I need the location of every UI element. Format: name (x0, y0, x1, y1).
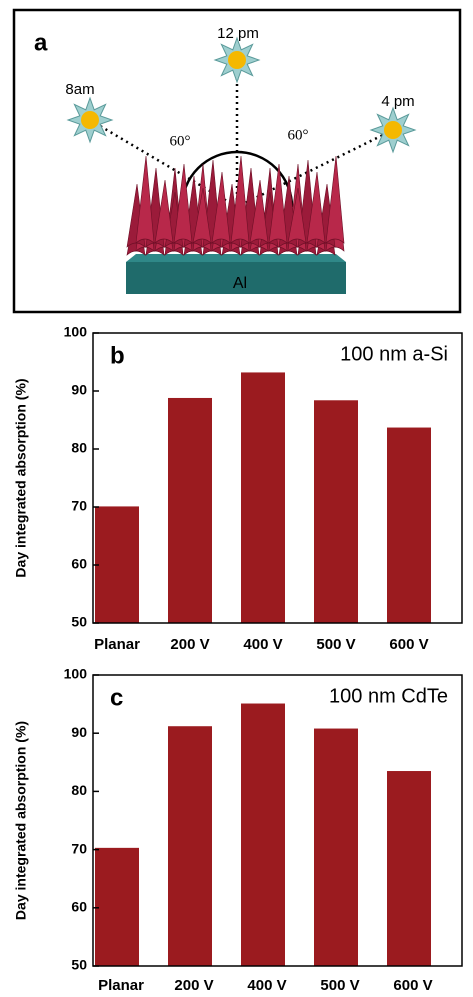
panel-label: c (110, 684, 123, 711)
spike (154, 179, 174, 244)
y-axis-label: Day integrated absorption (%) (13, 721, 29, 920)
spike (268, 163, 288, 244)
angle-arc (180, 150, 294, 208)
x-tick-label: Planar (94, 636, 140, 653)
bar (314, 728, 358, 966)
x-tick-label: 600 V (393, 977, 432, 994)
y-tick-label: 60 (71, 556, 87, 572)
spike (325, 155, 345, 244)
angle-label: 60° (170, 133, 191, 149)
x-tick-label: 200 V (170, 636, 209, 653)
spike (211, 171, 231, 244)
x-tick-label: 200 V (174, 977, 213, 994)
bar (314, 400, 358, 623)
y-tick-label: 60 (71, 899, 87, 915)
x-tick-label: 400 V (243, 636, 282, 653)
y-tick-label: 80 (71, 440, 87, 456)
substrate (126, 262, 346, 294)
y-tick-label: 90 (71, 382, 87, 398)
sun-core (228, 51, 246, 69)
bar (168, 726, 212, 966)
bar (241, 372, 285, 623)
sun-core (384, 121, 402, 139)
x-tick-label: 600 V (389, 636, 428, 653)
bar (387, 427, 431, 623)
spike (249, 179, 269, 244)
angle-label: 60° (288, 127, 309, 143)
spike (192, 187, 212, 244)
y-tick-label: 100 (64, 666, 88, 682)
panel-label: b (110, 342, 125, 369)
y-tick-label: 100 (64, 324, 88, 340)
x-tick-label: Planar (98, 977, 144, 994)
y-axis-label: Day integrated absorption (%) (13, 378, 29, 577)
ray (89, 118, 238, 209)
sun-core (81, 111, 99, 129)
spike (306, 171, 326, 244)
y-tick-label: 50 (71, 614, 87, 630)
y-tick-label: 50 (71, 957, 87, 973)
bar (241, 703, 285, 966)
chart-title: 100 nm CdTe (329, 685, 448, 707)
x-tick-label: 400 V (247, 977, 286, 994)
diagram (66, 36, 417, 294)
spike (135, 155, 155, 244)
y-tick-label: 70 (71, 498, 87, 514)
spike (287, 187, 307, 244)
y-tick-label: 70 (71, 840, 87, 856)
panel-label: a (34, 29, 48, 56)
sun-label: 8am (65, 81, 94, 98)
substrate-label: Al (233, 275, 247, 292)
substrate-top (126, 254, 346, 262)
bar (168, 397, 212, 623)
chart-title: 100 nm a-Si (340, 343, 448, 365)
spike (230, 155, 250, 244)
bar (95, 506, 139, 623)
sun-label: 12 pm (217, 25, 259, 42)
sun-label: 4 pm (381, 93, 414, 110)
plot-frame (92, 674, 463, 967)
plot-frame (92, 332, 463, 624)
y-tick-label: 80 (71, 782, 87, 798)
bar (95, 847, 139, 966)
y-tick-label: 90 (71, 724, 87, 740)
x-tick-label: 500 V (320, 977, 359, 994)
bar (387, 771, 431, 966)
ray (236, 128, 394, 209)
x-tick-label: 500 V (316, 636, 355, 653)
spike (173, 163, 193, 244)
